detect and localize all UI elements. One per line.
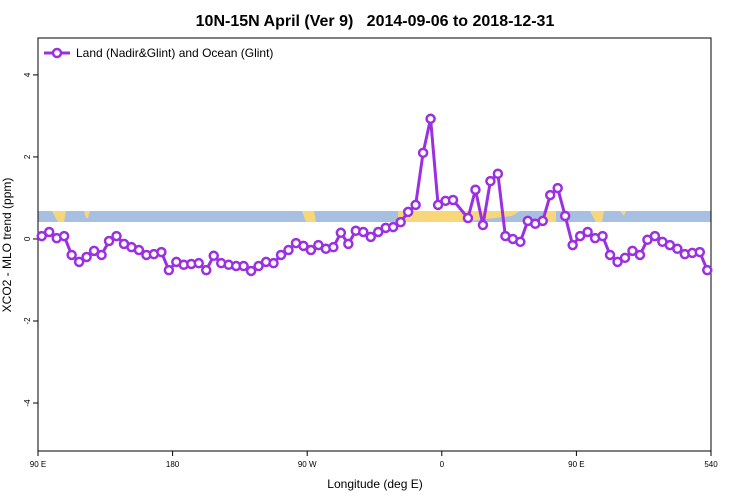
legend: Land (Nadir&Glint) and Ocean (Glint) <box>44 46 273 60</box>
data-point <box>410 199 421 211</box>
data-point <box>88 245 100 257</box>
data-point <box>612 256 623 268</box>
ocean-strip <box>38 211 711 222</box>
data-point <box>567 239 578 251</box>
data-point <box>328 241 339 253</box>
data-point <box>96 249 107 261</box>
data-point <box>275 249 287 261</box>
data-point <box>66 249 77 261</box>
y-tick-label: -2 <box>23 317 32 325</box>
data-point <box>492 168 504 180</box>
data-point <box>477 219 489 231</box>
data-point <box>582 226 593 238</box>
data-point <box>447 194 459 206</box>
data-point <box>537 215 548 227</box>
data-point <box>58 230 70 242</box>
data-point <box>36 230 47 242</box>
data-point <box>358 226 369 238</box>
data-point <box>343 238 354 250</box>
data-point <box>111 230 122 242</box>
land-ocean-strip <box>38 211 711 222</box>
data-point <box>694 246 706 258</box>
data-point <box>335 227 347 239</box>
data-point <box>552 182 563 194</box>
data-point <box>43 226 55 238</box>
data-point <box>604 249 616 261</box>
data-point <box>387 221 399 233</box>
data-point <box>515 236 526 248</box>
data-point <box>544 189 556 201</box>
data-point <box>425 113 436 125</box>
data-point <box>238 260 249 272</box>
data-point <box>73 256 85 268</box>
data-point <box>574 230 586 242</box>
data-point <box>432 199 444 211</box>
x-tick-label: 90 W <box>298 460 317 469</box>
x-axis-label: Longitude (deg E) <box>327 477 422 491</box>
y-tick-label: 2 <box>23 154 32 159</box>
data-point <box>672 243 683 255</box>
data-point <box>208 250 219 262</box>
x-tick-label: 90 E <box>568 460 584 469</box>
data-point <box>395 216 406 228</box>
data-point <box>268 257 279 269</box>
y-tick-label: -4 <box>23 399 32 407</box>
data-point <box>462 212 474 224</box>
data-point <box>156 246 167 258</box>
data-point <box>305 244 317 256</box>
legend-label: Land (Nadir&Glint) and Ocean (Glint) <box>76 46 273 60</box>
data-point <box>103 235 115 247</box>
legend-marker <box>51 47 63 59</box>
data-point <box>619 252 631 264</box>
x-tick-label: 90 E <box>30 460 46 469</box>
data-point <box>193 257 205 269</box>
y-tick-label: 0 <box>23 236 32 241</box>
x-tick-label: 0 <box>440 460 445 469</box>
data-point <box>253 260 264 272</box>
data-point <box>81 251 92 263</box>
data-point <box>245 265 257 277</box>
data-point <box>627 245 638 257</box>
data-point <box>470 184 481 195</box>
data-point <box>485 175 496 187</box>
x-tick-label: 180 <box>166 460 180 469</box>
data-point <box>133 244 145 256</box>
data-point <box>702 264 713 276</box>
data-point <box>402 206 414 218</box>
data-point <box>597 230 608 242</box>
data-point <box>559 210 571 222</box>
data-point <box>298 240 309 252</box>
data-point <box>417 147 429 159</box>
data-point <box>372 226 384 238</box>
data-point <box>163 264 175 276</box>
data-point <box>649 230 661 242</box>
data-point <box>634 249 646 261</box>
chart-title: 10N-15N April (Ver 9) 2014-09-06 to 2018… <box>196 13 555 30</box>
plot-frame <box>37 37 712 452</box>
y-tick-label: 4 <box>23 72 32 77</box>
data-point <box>201 264 212 276</box>
y-axis-label: XCO2 - MLO trend (ppm) <box>0 178 14 313</box>
data-point <box>365 231 377 243</box>
x-tick-label: 540 <box>704 460 718 469</box>
data-point <box>283 244 294 256</box>
